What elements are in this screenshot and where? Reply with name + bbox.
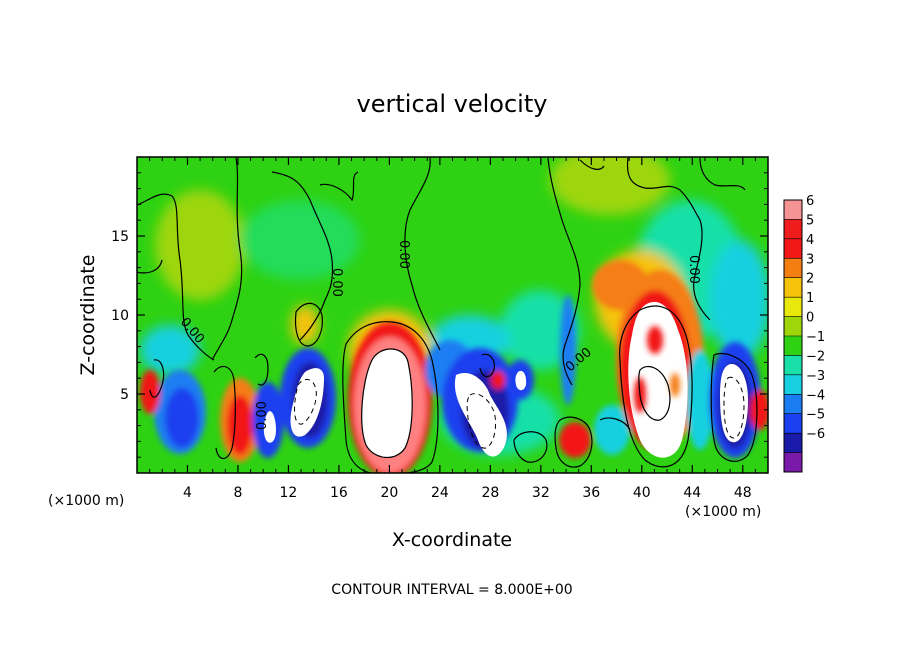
contour-lines	[137, 157, 758, 473]
colorbar-swatch	[784, 394, 802, 415]
colorbar-swatch	[784, 238, 802, 259]
plot-area: 0.00 0.00 0.00 0.00 0.00 0.00	[137, 157, 768, 473]
colorbar-swatch	[784, 258, 802, 279]
colorbar-label: −4	[806, 388, 825, 403]
colorbar-label: 5	[806, 213, 814, 228]
colorbar-swatch	[784, 316, 802, 337]
contour-label: 0.00	[396, 240, 411, 269]
y-axis-title: Z-coordinate	[77, 255, 99, 376]
x-tick-label: 8	[233, 485, 242, 501]
x-tick-label: 4	[183, 485, 192, 501]
colorbar-swatch	[784, 355, 802, 376]
x-tick-label: 24	[431, 485, 449, 501]
contour-label: 0.00	[255, 401, 270, 430]
x-unit-right: (×1000 m)	[685, 504, 761, 520]
updraft-streaks	[634, 326, 680, 413]
x-unit-left: (×1000 m)	[48, 493, 124, 509]
colorbar-label: −1	[806, 330, 825, 345]
colorbar-label: −5	[806, 408, 825, 423]
x-axis-title: X-coordinate	[392, 529, 512, 551]
y-tick-label: 10	[111, 308, 129, 324]
contour-label: 0.00	[329, 268, 344, 297]
contour-interval-note: CONTOUR INTERVAL = 8.000E+00	[331, 582, 572, 598]
colorbar-swatch	[784, 277, 802, 298]
x-tick-label: 36	[582, 485, 600, 501]
x-tick-label: 32	[532, 485, 550, 501]
saturated-cores	[263, 301, 748, 458]
colorbar-label: 1	[806, 291, 814, 306]
colorbar-label: 0	[806, 311, 814, 326]
x-tick-label: 16	[330, 485, 348, 501]
chart-title: vertical velocity	[357, 90, 548, 118]
colorbar-swatch	[784, 374, 802, 395]
colorbar-swatch	[784, 433, 802, 454]
y-axis: 5 10 15	[111, 172, 768, 458]
colorbar-swatch	[784, 413, 802, 434]
colorbar-swatch	[784, 452, 802, 473]
x-tick-label: 48	[734, 485, 752, 501]
colorbar-swatch	[784, 219, 802, 240]
colorbar-swatch	[784, 200, 802, 220]
y-tick-label: 5	[120, 387, 129, 403]
x-tick-label: 20	[380, 485, 398, 501]
colorbar-swatch	[784, 336, 802, 356]
x-tick-label: 28	[481, 485, 499, 501]
colorbar-label: 2	[806, 272, 814, 287]
colorbar-label: −6	[806, 427, 825, 442]
colorbar-label: −2	[806, 349, 825, 364]
negative-contours	[294, 376, 745, 449]
x-axis: 4 8 12 16 20 24 28 32 36 40 44 48	[149, 157, 756, 501]
colorbar-swatch	[784, 297, 802, 318]
colorbar-label: −3	[806, 369, 825, 384]
colorbar-label: 3	[806, 252, 814, 267]
x-tick-label: 40	[633, 485, 651, 501]
x-tick-label: 44	[683, 485, 701, 501]
colorbar-label: 4	[806, 233, 814, 248]
colorbar: 6 5 4 3 2 1 0 −1 −2 −3 −4 −5 −6	[783, 194, 825, 473]
y-tick-label: 15	[111, 229, 129, 245]
contour-label: 0.00	[686, 255, 701, 284]
colorbar-label: 6	[806, 194, 814, 209]
x-tick-label: 12	[280, 485, 298, 501]
